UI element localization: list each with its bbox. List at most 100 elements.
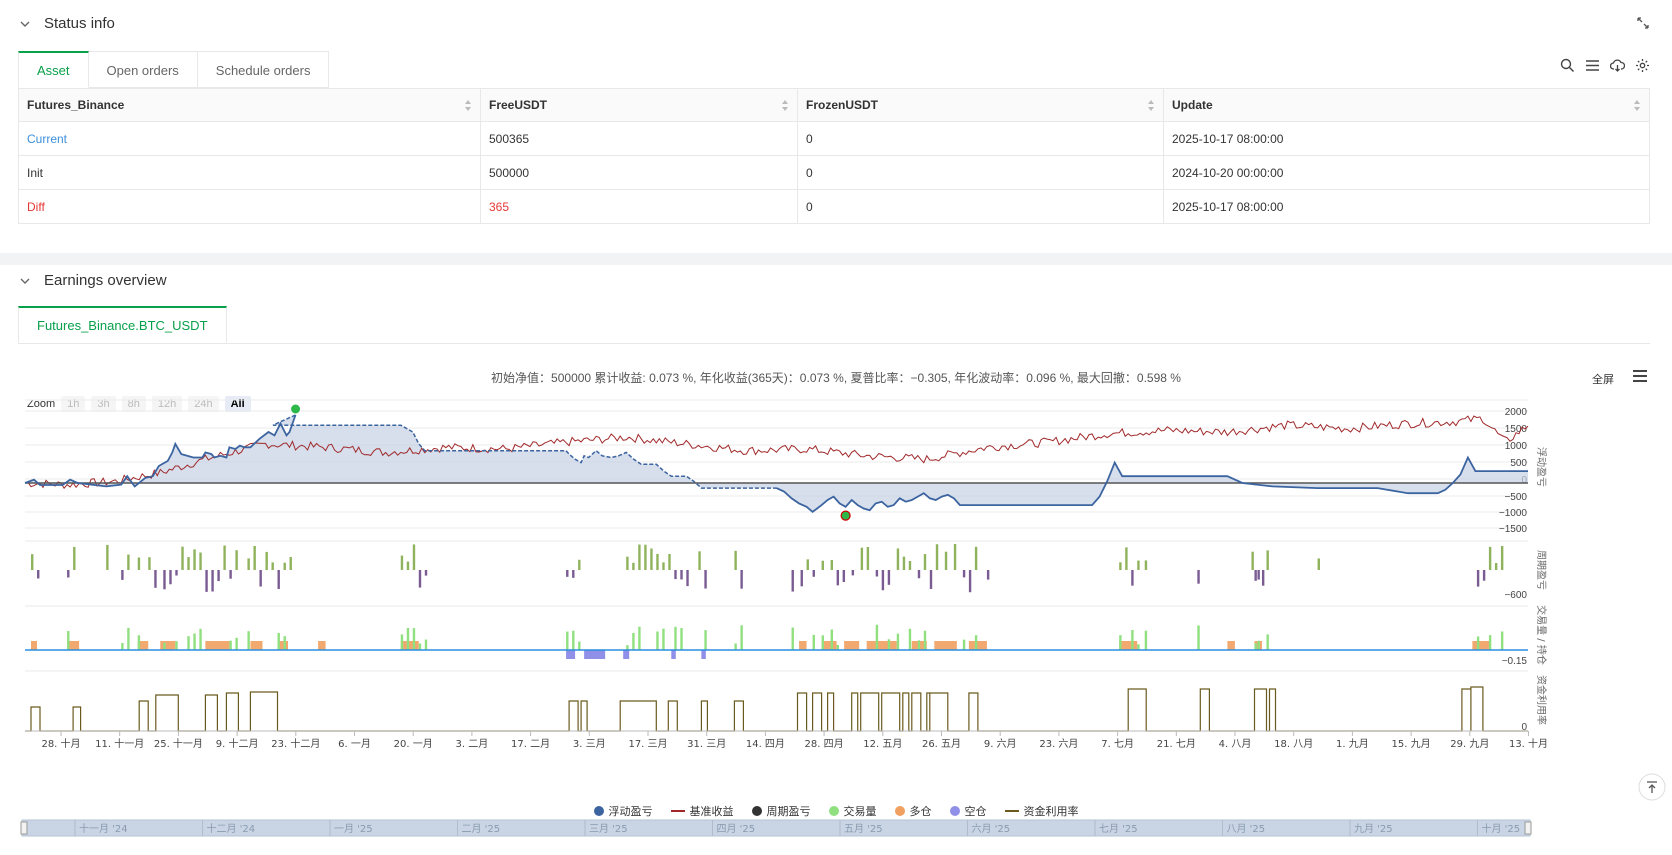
x-tick-label: 6. 一月 — [338, 738, 371, 750]
volume-bar — [1254, 643, 1257, 650]
volume-bar — [578, 641, 581, 650]
expand-icon[interactable] — [1636, 16, 1650, 30]
volume-bar — [572, 630, 575, 650]
volume-bar — [662, 628, 665, 650]
gear-icon[interactable] — [1635, 58, 1650, 73]
x-tick-label: 3. 三月 — [573, 738, 606, 750]
volume-bar — [1266, 634, 1269, 650]
long-position-bar — [160, 641, 176, 650]
fullscreen-button[interactable]: 全屏 — [1592, 374, 1614, 386]
max-marker — [291, 404, 301, 414]
volume-bar — [830, 629, 834, 650]
legend-item[interactable]: 基准收益 — [670, 803, 734, 819]
zoom-24h-button[interactable]: 24h — [188, 396, 219, 412]
y-tick-label: −1500 — [1499, 524, 1528, 535]
period-pnl-bar — [199, 552, 202, 570]
hamburger-menu-icon[interactable] — [1632, 369, 1648, 383]
volume-bar — [199, 628, 202, 650]
x-tick-label: 31. 三月 — [687, 738, 726, 750]
legend-item[interactable]: 空仓 — [949, 803, 987, 819]
long-position-bar — [934, 641, 957, 650]
earnings-section-header[interactable]: Earnings overview — [18, 272, 167, 289]
tab-open-orders[interactable]: Open orders — [88, 51, 198, 88]
free-usdt-cell: 500000 — [480, 155, 798, 190]
period-pnl-bar — [175, 570, 178, 576]
column-header[interactable]: Futures_Binance — [18, 88, 481, 122]
x-tick-label: 3. 二月 — [456, 738, 489, 750]
sort-icon[interactable] — [464, 99, 472, 112]
volume-bar — [875, 624, 879, 650]
zoom-8h-button[interactable]: 8h — [121, 396, 146, 412]
x-tick-label: 11. 十一月 — [95, 737, 144, 750]
long-position-bar — [1254, 641, 1262, 650]
period-pnl-bar — [223, 545, 226, 570]
volume-bar — [235, 637, 238, 650]
free-usdt-cell: 365 — [480, 189, 798, 224]
period-pnl-bar — [265, 551, 268, 570]
volume-bar — [638, 626, 641, 650]
y-tick-label: −500 — [1504, 492, 1527, 503]
zoom-1h-button[interactable]: 1h — [61, 396, 86, 412]
zoom-all-button[interactable]: All — [224, 396, 251, 412]
chevron-down-icon[interactable] — [18, 274, 32, 288]
tab-futures-binance-btc-usdt[interactable]: Futures_Binance.BTC_USDT — [18, 306, 227, 343]
legend-item[interactable]: 交易量 — [828, 803, 877, 819]
long-position-bar — [844, 641, 860, 650]
long-position-bar — [1119, 641, 1138, 650]
period-pnl-bar — [247, 558, 250, 570]
volume-bar — [400, 634, 404, 650]
volume-bar — [412, 628, 416, 650]
legend-item[interactable]: 周期盈亏 — [751, 803, 811, 819]
sort-icon[interactable] — [1147, 99, 1155, 112]
status-section-header[interactable]: Status info — [18, 15, 115, 32]
zoom-12h-button[interactable]: 12h — [151, 396, 183, 412]
period-pnl-bar — [881, 570, 885, 591]
volume-bar — [193, 633, 196, 650]
period-pnl-bar — [896, 548, 900, 570]
legend-item[interactable]: 资金利用率 — [1004, 803, 1079, 819]
volume-bar — [656, 631, 659, 650]
x-tick-label: 1. 九月 — [1336, 738, 1369, 750]
period-pnl-bar — [229, 570, 232, 579]
legend-label: 多仓 — [909, 806, 932, 818]
y-tick-label: 500 — [1510, 458, 1527, 469]
volume-bar — [1500, 631, 1504, 650]
legend-item[interactable]: 浮动盈亏 — [593, 803, 653, 819]
period-pnl-bar — [148, 557, 151, 570]
period-pnl-bar — [400, 555, 404, 570]
y-tick-label: −600 — [1504, 590, 1527, 601]
sort-icon[interactable] — [781, 99, 789, 112]
legend-item[interactable]: 多仓 — [894, 803, 932, 819]
period-pnl-bar — [572, 570, 575, 578]
floating-pnl-line — [776, 455, 1528, 514]
period-pnl-bar — [1266, 550, 1269, 570]
period-pnl-bar — [1251, 551, 1254, 570]
volume-bar — [229, 640, 232, 650]
scroll-to-top-icon[interactable] — [1638, 773, 1666, 801]
column-header[interactable]: FreeUSDT — [480, 88, 798, 122]
period-pnl-bar — [644, 544, 647, 570]
column-header[interactable]: FrozenUSDT — [797, 88, 1164, 122]
tab-asset[interactable]: Asset — [18, 51, 89, 88]
period-pnl-bar — [953, 544, 957, 570]
benchmark-line — [24, 415, 1529, 490]
y-tick-label: 2000 — [1505, 407, 1528, 418]
volume-bar — [626, 645, 629, 650]
long-position-bar — [277, 641, 289, 650]
period-pnl-bar — [154, 570, 157, 588]
download-cloud-icon[interactable] — [1610, 58, 1625, 73]
sort-icon[interactable] — [1633, 99, 1641, 112]
long-position-bar — [250, 641, 263, 650]
chevron-down-icon[interactable] — [18, 17, 32, 31]
period-pnl-bar — [851, 570, 855, 576]
x-tick-label: 9. 六月 — [984, 738, 1017, 750]
search-icon[interactable] — [1560, 58, 1575, 73]
y-tick-label: −1000 — [1499, 508, 1528, 519]
tab-schedule-orders[interactable]: Schedule orders — [197, 51, 330, 88]
zoom-3h-button[interactable]: 3h — [91, 396, 116, 412]
x-tick-label: 17. 三月 — [628, 738, 667, 750]
volume-bar — [1119, 635, 1122, 650]
x-tick-label: 18. 八月 — [1274, 738, 1313, 750]
list-icon[interactable] — [1585, 58, 1600, 73]
column-header[interactable]: Update — [1163, 88, 1650, 122]
